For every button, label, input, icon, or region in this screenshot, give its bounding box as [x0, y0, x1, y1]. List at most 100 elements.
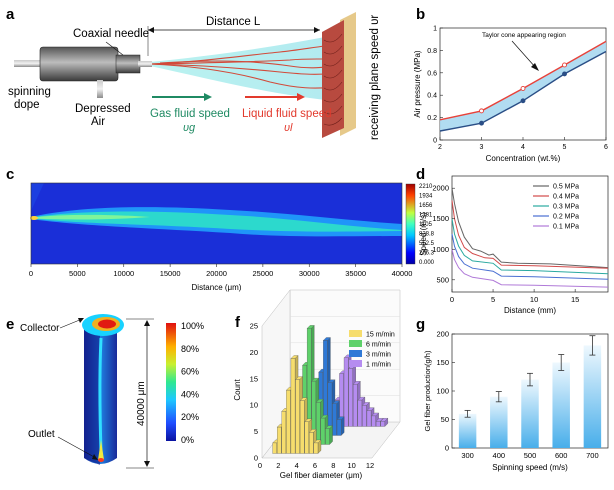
bar — [458, 413, 477, 448]
y-tick-label: 0 — [254, 454, 258, 463]
colorbar-tick-label: 0.000 — [419, 260, 435, 266]
y-tick-label: 25 — [250, 322, 258, 331]
collector-leader — [59, 318, 83, 329]
y-tick-label: 10 — [250, 401, 258, 410]
y-tick-label: 2000 — [432, 184, 449, 193]
series-line — [451, 188, 609, 269]
x-tick-label: 3 — [480, 144, 484, 151]
legend-label: 15 m/min — [366, 332, 395, 339]
bar — [357, 399, 363, 427]
x-tick-label: 0 — [29, 269, 33, 278]
x-tick-label: 40000 — [392, 269, 413, 278]
legend-label: 0.3 MPa — [553, 204, 579, 211]
outlet-jet — [98, 440, 104, 460]
air-inlet-tube — [97, 80, 103, 98]
cylinder-cut-face — [84, 325, 100, 465]
colorbar-tick-label: 828.8 — [419, 232, 435, 238]
y-axis-label: Count — [233, 379, 242, 401]
colorbar-tick-label: 276.3 — [419, 251, 435, 257]
bar — [332, 403, 337, 436]
liquid-speed-arrowhead — [297, 93, 305, 101]
syringe-body — [39, 46, 119, 82]
legend-label: 3 m/min — [366, 352, 391, 359]
bar — [295, 379, 300, 454]
data-point — [520, 98, 526, 104]
x-tick-label: 10000 — [113, 269, 134, 278]
colorbar-tick-label: 2210 — [419, 184, 433, 190]
panel-letter-b: b — [416, 6, 425, 23]
data-point — [562, 62, 567, 68]
colorbar-tick-label: 1105 — [419, 222, 433, 228]
bar — [490, 396, 508, 448]
fiber-strands — [149, 43, 343, 89]
plane-fiber-texture — [323, 33, 343, 126]
legend-label: 0.5 MPa — [553, 184, 579, 191]
gas-speed-symbol: υg — [183, 122, 196, 134]
y-tick-label: 0.2 — [427, 115, 437, 122]
distance-arrow-left — [148, 27, 154, 33]
x-tick-label: 10 — [347, 461, 355, 470]
velocity-colorbar — [405, 183, 416, 265]
dimension-label: 40000 μm — [136, 381, 147, 426]
y-tick-label: 50 — [441, 415, 449, 424]
panel-letter-e: e — [6, 316, 14, 333]
x-tick-label: 5000 — [69, 269, 86, 278]
flow-field-corner-top — [31, 183, 44, 211]
x-tick-label: 10 — [530, 295, 538, 304]
x-tick-label: 15000 — [160, 269, 181, 278]
x-tick-label: 400 — [493, 451, 506, 460]
panel-f: f 0 2 4 6 8 10 12 0 5 10 15 20 25 Gel fiber diameter … — [233, 289, 401, 480]
bar — [380, 421, 385, 427]
legend-label: 6 m/min — [366, 342, 391, 349]
y-tick-label: 150 — [436, 358, 449, 367]
collector-arrowhead — [78, 318, 84, 323]
flow-inlet-hotspot — [30, 216, 38, 220]
panel-letter-f: f — [235, 314, 241, 331]
colorbar-tick-label: 1656 — [419, 203, 433, 209]
spinning-label: spinning — [8, 86, 51, 98]
bar — [348, 368, 353, 427]
collector-label: Collector — [20, 323, 60, 334]
bar — [366, 410, 372, 427]
legend-swatch — [349, 340, 362, 347]
x-tick-label: 6 — [604, 144, 608, 151]
y-tick-label: 15 — [250, 374, 258, 383]
x-tick-label: 600 — [555, 451, 568, 460]
legend-swatch — [349, 350, 362, 357]
panel-g: g 300 400 500 600 700 0 50 100 150 200 Spinning sp… — [416, 316, 609, 472]
distance-arrow-right — [314, 27, 320, 33]
dope-label: dope — [14, 99, 40, 111]
colorbar-tick-label: 60% — [181, 367, 199, 377]
y-tick-label: 0.4 — [427, 93, 437, 100]
outlet-leader — [57, 436, 97, 459]
panel-letter-c: c — [6, 166, 14, 183]
y-tick-label: 0.6 — [427, 70, 437, 77]
x-axis-label: Distance (μm) — [192, 283, 242, 292]
y-tick-label: 5 — [254, 427, 258, 436]
panel-d: d 0.5 MPa 0.4 MPa 0.3 MPa 0.2 MPa 0.1 MPa 0 5 1… — [416, 166, 609, 315]
gas-speed-label: Gas fluid speed — [150, 108, 230, 120]
colorbar-tick-label: 20% — [181, 412, 199, 422]
bar — [362, 405, 367, 427]
bar — [583, 345, 602, 448]
outlet-label: Outlet — [28, 429, 55, 440]
x-tick-label: 25000 — [252, 269, 273, 278]
needle-tip — [138, 61, 152, 67]
x-tick-label: 300 — [461, 451, 474, 460]
bar — [375, 421, 381, 427]
bar — [299, 400, 305, 454]
x-axis-label: Concentration (wt.%) — [486, 154, 561, 163]
y-axis-label: Gel fiber production(g/h) — [423, 350, 432, 431]
dimension-arrow-up — [144, 320, 150, 326]
panel-letter-a: a — [6, 6, 15, 23]
colorbar-tick-label: 1381 — [419, 213, 433, 219]
panel-b: b 2 3 4 5 6 0 0.2 0.4 0.6 0.8 1 Concentration (wt.%… — [413, 6, 608, 163]
y-tick-label: 0 — [445, 444, 449, 453]
legend-label: 0.1 MPa — [553, 224, 579, 231]
taylor-cone-annotation: Taylor cone appearing region — [482, 32, 566, 39]
legend-label: 0.4 MPa — [553, 194, 579, 201]
legend-swatch — [349, 330, 362, 337]
legend-label: 0.2 MPa — [553, 214, 579, 221]
receiving-plane — [322, 20, 344, 138]
series-line — [451, 200, 609, 269]
